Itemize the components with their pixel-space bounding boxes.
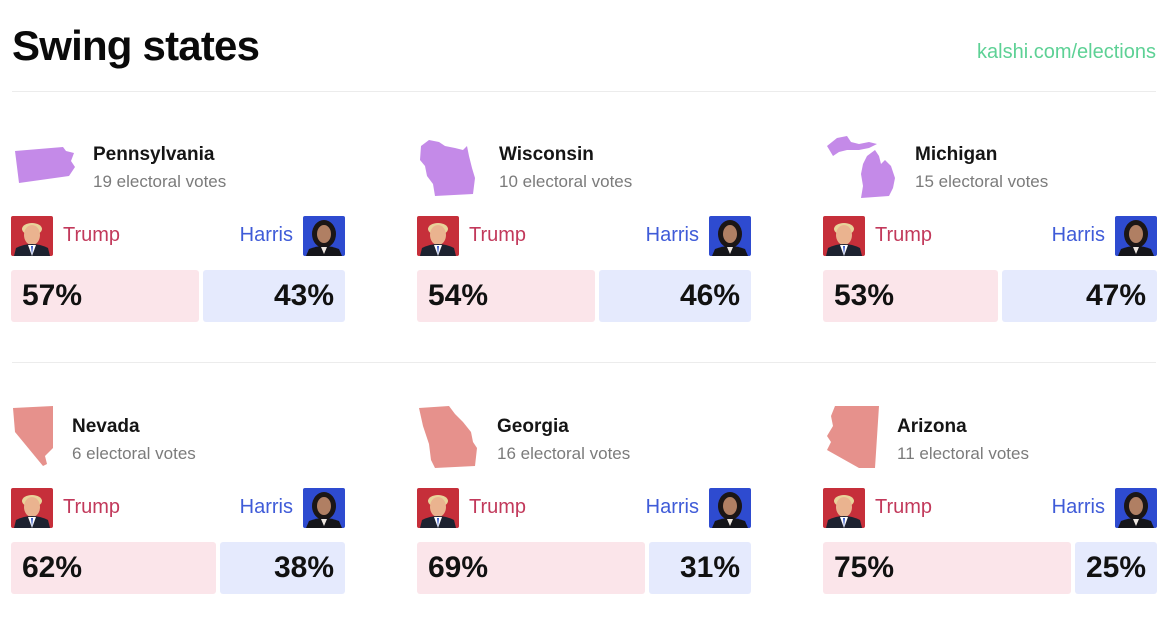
candidate-row: Trump Harris: [823, 216, 1157, 256]
harris-percentage: 47%: [1085, 279, 1146, 312]
trump-odds-segment[interactable]: 54%: [417, 270, 595, 322]
nevada-map-icon: [13, 406, 53, 466]
harris-percentage: 31%: [679, 551, 740, 584]
trump-percentage: 75%: [834, 551, 895, 584]
state-name: Pennsylvania: [93, 144, 215, 165]
harris-odds-segment[interactable]: 38%: [220, 542, 345, 594]
trump-label: Trump: [63, 496, 121, 518]
trump-odds-segment[interactable]: 53%: [823, 270, 998, 322]
trump-odds-segment[interactable]: 75%: [823, 542, 1071, 594]
odds-bar: 75% 25%: [823, 542, 1157, 594]
harris-label: Harris: [645, 496, 699, 518]
odds-bar: 57% 43%: [11, 270, 345, 322]
pennsylvania-map-icon: [15, 147, 75, 183]
harris-odds-segment[interactable]: 43%: [203, 270, 345, 322]
page-title: Swing states: [12, 22, 260, 69]
electoral-votes: 11 electoral votes: [897, 444, 1029, 463]
trump-percentage: 54%: [428, 279, 489, 312]
trump-avatar: [417, 216, 459, 256]
electoral-votes: 16 electoral votes: [497, 444, 631, 463]
michigan-map-icon: [827, 136, 895, 198]
harris-avatar: [1115, 216, 1157, 256]
candidate-row: Trump Harris: [417, 216, 751, 256]
trump-label: Trump: [875, 224, 933, 246]
odds-bar: 54% 46%: [417, 270, 751, 322]
wisconsin-map-icon: [420, 140, 475, 196]
harris-label: Harris: [239, 496, 293, 518]
candidate-row: Trump Harris: [417, 488, 751, 528]
harris-odds-segment[interactable]: 31%: [649, 542, 751, 594]
trump-label: Trump: [63, 224, 121, 246]
odds-bar: 53% 47%: [823, 270, 1157, 322]
state-name: Michigan: [915, 144, 998, 165]
trump-odds-segment[interactable]: 62%: [11, 542, 216, 594]
state-card-nevada[interactable]: Nevada 6 electoral votes Trump Harris 62…: [11, 404, 345, 604]
harris-odds-segment[interactable]: 47%: [1002, 270, 1157, 322]
harris-percentage: 43%: [273, 279, 334, 312]
harris-percentage: 46%: [679, 279, 740, 312]
electoral-votes: 15 electoral votes: [915, 172, 1049, 191]
arizona-map-icon: [827, 406, 879, 468]
trump-label: Trump: [469, 224, 527, 246]
trump-avatar: [823, 488, 865, 528]
harris-odds-segment[interactable]: 46%: [599, 270, 751, 322]
state-card-georgia[interactable]: Georgia 16 electoral votes Trump Harris …: [417, 404, 751, 604]
harris-percentage: 25%: [1085, 551, 1146, 584]
harris-avatar: [709, 216, 751, 256]
trump-odds-segment[interactable]: 69%: [417, 542, 645, 594]
harris-avatar: [303, 216, 345, 256]
trump-percentage: 57%: [22, 279, 83, 312]
trump-odds-segment[interactable]: 57%: [11, 270, 199, 322]
trump-avatar: [11, 488, 53, 528]
state-card-michigan[interactable]: Michigan 15 electoral votes Trump Harris…: [823, 132, 1157, 332]
trump-avatar: [417, 488, 459, 528]
candidate-row: Trump Harris: [823, 488, 1157, 528]
trump-percentage: 62%: [22, 551, 83, 584]
state-name: Georgia: [497, 416, 569, 437]
state-name: Nevada: [72, 416, 140, 437]
harris-percentage: 38%: [273, 551, 334, 584]
harris-odds-segment[interactable]: 25%: [1075, 542, 1157, 594]
state-card-wisconsin[interactable]: Wisconsin 10 electoral votes Trump Harri…: [417, 132, 751, 332]
row-divider: [12, 362, 1156, 363]
state-name: Arizona: [897, 416, 967, 437]
trump-percentage: 53%: [834, 279, 895, 312]
electoral-votes: 10 electoral votes: [499, 172, 633, 191]
odds-bar: 62% 38%: [11, 542, 345, 594]
trump-avatar: [823, 216, 865, 256]
trump-percentage: 69%: [428, 551, 489, 584]
electoral-votes: 6 electoral votes: [72, 444, 196, 463]
electoral-votes: 19 electoral votes: [93, 172, 227, 191]
trump-label: Trump: [875, 496, 933, 518]
state-card-pennsylvania[interactable]: Pennsylvania 19 electoral votes Trump Ha…: [11, 132, 345, 332]
trump-label: Trump: [469, 496, 527, 518]
candidate-row: Trump Harris: [11, 216, 345, 256]
harris-avatar: [303, 488, 345, 528]
state-name: Wisconsin: [499, 144, 594, 165]
header-divider: [12, 91, 1156, 92]
candidate-row: Trump Harris: [11, 488, 345, 528]
harris-label: Harris: [239, 224, 293, 246]
trump-avatar: [11, 216, 53, 256]
harris-label: Harris: [1051, 496, 1105, 518]
harris-avatar: [1115, 488, 1157, 528]
odds-bar: 69% 31%: [417, 542, 751, 594]
harris-avatar: [709, 488, 751, 528]
harris-label: Harris: [645, 224, 699, 246]
georgia-map-icon: [419, 406, 477, 468]
harris-label: Harris: [1051, 224, 1105, 246]
state-card-arizona[interactable]: Arizona 11 electoral votes Trump Harris …: [823, 404, 1157, 604]
elections-link[interactable]: kalshi.com/elections: [977, 41, 1156, 63]
